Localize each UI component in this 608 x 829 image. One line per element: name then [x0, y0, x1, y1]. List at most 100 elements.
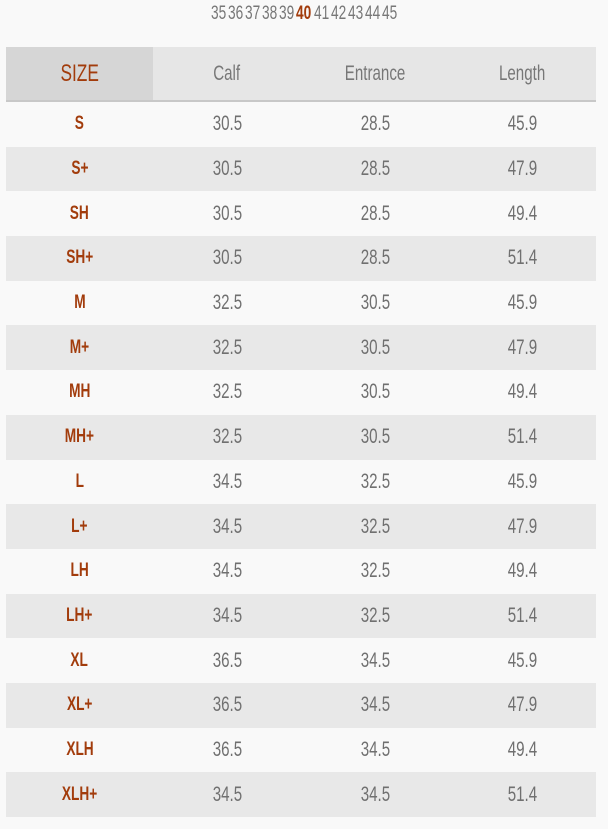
cell-entrance: 28.5: [301, 191, 449, 237]
cell-calf: 30.5: [153, 236, 301, 281]
size-option-36[interactable]: 36: [227, 3, 244, 24]
cell-size: LH: [6, 548, 153, 594]
cell-length: 49.4: [449, 548, 596, 594]
size-chart-table: SIZE Calf Entrance Length S 30.5 28.5 45.9 S…: [6, 47, 596, 817]
cell-length: 49.4: [449, 370, 596, 415]
cell-calf: 32.5: [153, 370, 301, 415]
cell-length: 51.4: [449, 236, 596, 281]
cell-size: LH+: [6, 593, 153, 639]
cell-length-text: 49.4: [507, 201, 538, 225]
cell-length-text: 47.9: [507, 693, 538, 717]
cell-calf: 30.5: [153, 101, 301, 147]
cell-size-text: XLH: [65, 738, 94, 760]
table-row: MH+ 32.5 30.5 51.4: [6, 414, 596, 460]
cell-entrance: 34.5: [301, 682, 449, 728]
header-length: Length: [449, 47, 596, 102]
cell-calf: 34.5: [153, 504, 301, 549]
cell-calf-text: 36.5: [212, 648, 242, 672]
cell-length-text: 51.4: [507, 425, 538, 449]
size-option-43[interactable]: 43: [347, 3, 364, 24]
cell-size: M: [6, 280, 153, 326]
cell-size-text: S: [74, 113, 85, 135]
cell-calf-text: 32.5: [212, 425, 242, 449]
cell-length: 47.9: [449, 146, 596, 192]
cell-entrance-text: 28.5: [360, 246, 390, 270]
cell-calf: 36.5: [153, 682, 301, 728]
cell-length-text: 47.9: [507, 335, 538, 359]
cell-calf-text: 30.5: [212, 201, 242, 225]
cell-length-text: 45.9: [507, 648, 538, 672]
cell-calf-text: 30.5: [212, 112, 242, 136]
cell-size: MH: [6, 370, 153, 415]
cell-length-text: 47.9: [507, 157, 538, 181]
cell-length-text: 49.4: [507, 737, 538, 761]
size-option-39[interactable]: 39: [279, 3, 295, 24]
size-option-40[interactable]: 40: [296, 3, 312, 24]
cell-entrance: 34.5: [301, 638, 449, 683]
table-row: LH 34.5 32.5 49.4: [6, 548, 596, 594]
cell-entrance: 32.5: [301, 504, 449, 549]
size-option-42[interactable]: 42: [330, 3, 346, 24]
cell-size-text: SH: [69, 202, 90, 224]
cell-entrance-text: 30.5: [360, 380, 390, 404]
cell-calf-text: 32.5: [212, 380, 242, 404]
cell-calf: 36.5: [153, 638, 301, 683]
size-option-41[interactable]: 41: [313, 3, 329, 24]
cell-entrance-text: 34.5: [360, 693, 390, 717]
table-row: S 30.5 28.5 45.9: [6, 101, 596, 147]
cell-entrance: 30.5: [301, 325, 449, 371]
table-row: M 32.5 30.5 45.9: [6, 280, 596, 326]
size-option-45[interactable]: 45: [382, 3, 398, 24]
cell-size: S+: [6, 146, 153, 192]
cell-length-text: 47.9: [507, 514, 538, 538]
size-option-44[interactable]: 44: [364, 3, 381, 24]
cell-length-text: 51.4: [507, 246, 538, 270]
cell-length: 51.4: [449, 772, 596, 817]
cell-calf-text: 34.5: [212, 559, 242, 583]
size-option-37[interactable]: 37: [244, 3, 261, 24]
size-option-38[interactable]: 38: [262, 3, 278, 24]
cell-size-text: SH+: [66, 247, 93, 269]
cell-size-text: LH+: [66, 604, 93, 626]
cell-size-text: XL+: [66, 694, 93, 716]
cell-length: 45.9: [449, 280, 596, 326]
cell-length: 45.9: [449, 101, 596, 147]
table-row: SH+ 30.5 28.5 51.4: [6, 236, 596, 281]
cell-calf: 30.5: [153, 191, 301, 237]
cell-calf-text: 34.5: [212, 782, 242, 806]
cell-entrance-text: 30.5: [360, 425, 390, 449]
cell-entrance-text: 34.5: [360, 782, 390, 806]
cell-entrance-text: 32.5: [360, 514, 390, 538]
cell-size: L: [6, 459, 153, 505]
cell-length: 45.9: [449, 638, 596, 683]
cell-size-text: M: [73, 292, 86, 314]
cell-size-text: LH: [70, 560, 89, 582]
size-option-35[interactable]: 35: [210, 3, 226, 24]
cell-entrance-text: 34.5: [360, 737, 390, 761]
table-row: XLH 36.5 34.5 49.4: [6, 727, 596, 773]
cell-length: 47.9: [449, 504, 596, 549]
cell-calf: 32.5: [153, 414, 301, 460]
cell-calf-text: 30.5: [212, 246, 242, 270]
cell-entrance-text: 32.5: [360, 603, 390, 627]
cell-entrance: 30.5: [301, 370, 449, 415]
cell-size-text: L: [75, 470, 84, 492]
cell-entrance: 32.5: [301, 548, 449, 594]
cell-calf-text: 36.5: [212, 693, 242, 717]
cell-size-text: S+: [70, 158, 89, 180]
cell-entrance: 32.5: [301, 459, 449, 505]
table-row: LH+ 34.5 32.5 51.4: [6, 593, 596, 639]
cell-calf-text: 34.5: [212, 514, 242, 538]
table-row: MH 32.5 30.5 49.4: [6, 370, 596, 415]
cell-length-text: 45.9: [507, 469, 538, 493]
table-row: SH 30.5 28.5 49.4: [6, 191, 596, 237]
cell-length-text: 49.4: [507, 380, 538, 404]
cell-size-text: XLH+: [61, 783, 98, 805]
cell-calf-text: 30.5: [212, 157, 242, 181]
header-calf: Calf: [153, 47, 301, 102]
cell-length: 49.4: [449, 191, 596, 237]
cell-entrance: 28.5: [301, 101, 449, 147]
cell-size: XL+: [6, 682, 153, 728]
cell-size: S: [6, 101, 153, 147]
cell-length: 49.4: [449, 727, 596, 773]
